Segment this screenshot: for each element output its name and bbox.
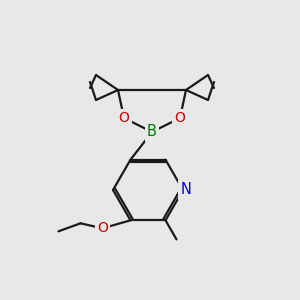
Text: O: O xyxy=(118,111,129,125)
Text: B: B xyxy=(147,124,157,140)
Text: O: O xyxy=(175,111,185,125)
Text: N: N xyxy=(181,182,191,197)
Text: O: O xyxy=(97,221,108,235)
